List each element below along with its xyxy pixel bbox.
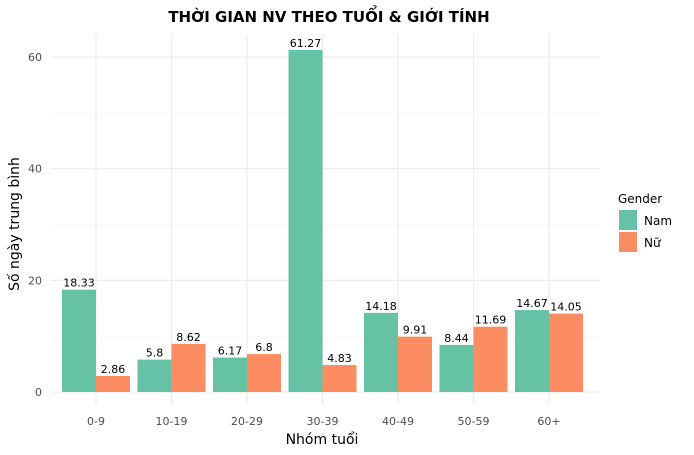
- data-label: 11.69: [475, 314, 507, 327]
- x-tick-label: 10-19: [156, 415, 188, 428]
- legend: Gender Nam Nữ: [618, 192, 672, 252]
- x-tick-label: 30-39: [307, 415, 339, 428]
- data-label: 14.05: [550, 301, 582, 314]
- x-tick-label: 0-9: [87, 415, 105, 428]
- data-label: 18.33: [63, 277, 95, 290]
- legend-key-nam: [619, 210, 637, 230]
- data-label: 5.8: [146, 347, 164, 360]
- x-tick-label: 50-59: [458, 415, 490, 428]
- data-label: 4.83: [327, 352, 352, 365]
- bar-nam-40-49: [364, 312, 398, 392]
- chart-title: THỜI GIAN NV THEO TUỔI & GIỚI TÍNH: [168, 4, 489, 26]
- data-label: 8.62: [176, 331, 201, 344]
- data-label: 8.44: [444, 332, 469, 345]
- bar-nam-20-29: [213, 357, 247, 392]
- bar-nam-10-19: [137, 359, 172, 392]
- data-label: 9.91: [403, 324, 428, 337]
- bar-nam-60+: [515, 310, 549, 392]
- y-tick-label: 20: [28, 274, 42, 287]
- y-tick-label: 40: [28, 163, 42, 176]
- bar-nữ-0-9: [96, 376, 130, 392]
- bar-nam-30-39: [288, 49, 323, 392]
- bar-nam-0-9: [62, 289, 96, 392]
- legend-label: Nữ: [644, 236, 662, 250]
- bar-nữ-50-59: [473, 326, 508, 392]
- x-axis-ticks: 0-9 10-19 20-29 30-39 40-49 50-59 60+: [87, 415, 561, 428]
- bar-nữ-10-19: [171, 343, 206, 392]
- data-label: 2.86: [101, 363, 126, 376]
- legend-key-nữ: [619, 232, 637, 252]
- data-label: 61.27: [290, 37, 322, 50]
- x-tick-label: 20-29: [231, 415, 263, 428]
- data-label: 14.18: [365, 300, 397, 313]
- bar-nam-50-59: [439, 344, 474, 392]
- data-label: 14.67: [516, 297, 548, 310]
- bar-nữ-30-39: [322, 365, 357, 392]
- data-label: 6.17: [218, 345, 243, 358]
- x-tick-label: 40-49: [382, 415, 414, 428]
- bar-nữ-60+: [549, 313, 583, 392]
- bars: [62, 49, 583, 392]
- bar-nữ-40-49: [398, 336, 432, 392]
- data-label: 6.8: [255, 341, 273, 354]
- data-labels: 18.33 5.8 6.17 61.27 14.18 8.44 14.67 2.86 8.62 6…: [63, 37, 582, 376]
- legend-title: Gender: [618, 192, 662, 206]
- x-axis-title: Nhóm tuổi: [286, 431, 359, 448]
- y-tick-label: 60: [28, 51, 42, 64]
- bar-nữ-20-29: [247, 354, 281, 392]
- x-tick-label: 60+: [537, 415, 560, 428]
- y-axis-title: Số ngày trung bình: [6, 157, 23, 291]
- y-tick-label: 0: [35, 386, 42, 399]
- y-axis-ticks: 0 20 40 60: [28, 51, 42, 399]
- legend-label: Nam: [644, 214, 672, 228]
